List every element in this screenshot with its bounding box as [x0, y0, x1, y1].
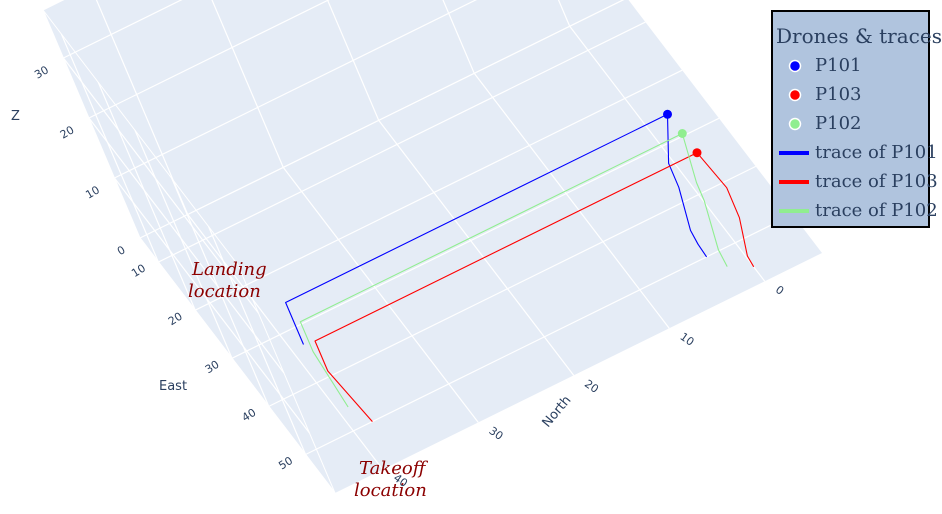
x-gridline-floor	[231, 117, 720, 359]
legend-line-swatch	[779, 209, 809, 213]
y-gridline-floor	[473, 72, 670, 329]
legend-line-swatch	[779, 151, 809, 155]
y-tick-label: 10	[677, 330, 696, 349]
y-gridline-floor	[187, 214, 384, 470]
x-tick-label: 10	[129, 262, 148, 280]
legend-label: P103	[815, 84, 862, 105]
y-gridline-floor	[282, 167, 479, 423]
z-gridline-north-wall	[63, 0, 183, 59]
z-gridline-east-wall	[62, 57, 259, 314]
z-tick-label: 20	[58, 123, 77, 141]
legend-label: trace of P103	[815, 171, 938, 192]
drone-marker-3	[677, 129, 687, 138]
x-gridline-floor	[268, 165, 757, 407]
z-tick-label: 0	[115, 243, 128, 258]
x-tick-label: 30	[203, 358, 222, 376]
y-tick-label: 20	[582, 377, 601, 396]
y-tick-label: 0	[773, 283, 786, 298]
y-gridline-wall	[442, 0, 475, 74]
x-gridline-wall	[208, 226, 307, 455]
y-gridline-wall	[95, 0, 189, 215]
drone-marker-1	[663, 109, 672, 119]
legend-label: trace of P101	[815, 142, 938, 163]
x-gridline-floor	[305, 213, 793, 456]
legend-item[interactable]: P102	[777, 112, 927, 136]
z-tick-label: 30	[32, 63, 51, 81]
y-gridline-floor	[569, 25, 766, 282]
y-axis-title: North	[540, 393, 575, 430]
y-tick-label: 30	[487, 424, 506, 443]
legend-item[interactable]: trace of P101	[777, 141, 938, 165]
legend-label: P102	[815, 113, 862, 134]
trace-line-1	[285, 113, 708, 345]
y-gridline-wall	[211, 0, 284, 168]
landing-annotation-line-1: Landing	[191, 259, 267, 280]
drone-marker-2	[692, 148, 702, 158]
x-gridline-wall	[134, 130, 233, 359]
x-axis-title: East	[159, 379, 187, 394]
legend-item[interactable]: trace of P102	[777, 199, 938, 223]
z-gridline-east-wall	[139, 237, 336, 494]
legend: Drones & traces P101 P103 P102 trace of P10…	[771, 10, 942, 228]
legend-title: Drones & traces	[776, 24, 942, 48]
z-gridline-east-wall	[113, 177, 310, 434]
x-gridline-floor	[158, 21, 646, 263]
x-gridline-floor	[194, 69, 683, 311]
legend-marker-swatch	[788, 59, 802, 73]
legend-label: P101	[815, 55, 862, 76]
legend-item[interactable]: P101	[777, 54, 927, 78]
gridlines	[60, 0, 793, 494]
z-tick-label: 10	[83, 183, 102, 201]
x-tick-label: 20	[166, 310, 185, 328]
trace-line-3	[299, 132, 728, 408]
takeoff-annotation-line-2: location	[354, 480, 427, 501]
x-tick-label: 40	[240, 406, 259, 424]
z-axis-title: Z	[11, 109, 20, 124]
y-gridline-floor	[378, 119, 575, 376]
takeoff-annotation-line-1: Takeoff	[359, 458, 429, 479]
y-gridline-wall	[326, 0, 380, 121]
x-gridline-wall	[60, 33, 159, 263]
legend-marker-swatch	[788, 117, 802, 131]
legend-line-swatch	[779, 180, 809, 184]
x-gridline-wall	[97, 81, 196, 311]
trace-line-2	[314, 152, 755, 422]
z-gridline-north-wall	[88, 0, 330, 119]
z-gridline-north-wall	[114, 0, 478, 179]
z-gridline-north-wall	[139, 0, 625, 239]
axis-panes	[42, 0, 822, 494]
landing-annotation-line-2: location	[188, 281, 261, 302]
floor-pane	[140, 0, 822, 493]
legend-marker-swatch	[788, 88, 802, 102]
legend-item[interactable]: P103	[777, 83, 927, 107]
z-gridline-east-wall	[88, 117, 285, 374]
x-tick-label: 50	[276, 454, 295, 472]
legend-item[interactable]: trace of P103	[777, 170, 938, 194]
legend-label: trace of P102	[815, 200, 938, 221]
x-gridline-wall	[171, 178, 270, 407]
traces	[285, 109, 755, 422]
